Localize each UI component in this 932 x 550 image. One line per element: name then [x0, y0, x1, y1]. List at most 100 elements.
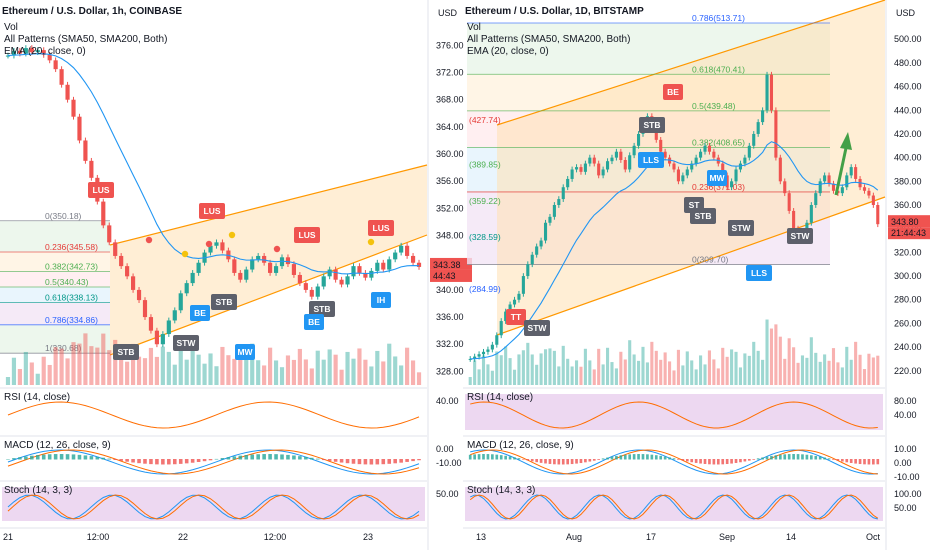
pattern-badge[interactable]: MW [707, 170, 727, 186]
pattern-badge[interactable]: STB [211, 294, 237, 310]
candle-body [351, 266, 356, 277]
price-tick: 440.00 [894, 105, 922, 115]
macd-histogram-bar [792, 454, 795, 460]
volume-bar [11, 357, 17, 385]
pattern-badge[interactable]: STW [787, 228, 813, 244]
volume-bar [83, 333, 88, 385]
macd-histogram-bar [761, 457, 764, 460]
candle-body [481, 351, 486, 355]
pattern-badge[interactable]: MW [235, 344, 255, 360]
pattern-badge[interactable]: LUS [88, 182, 114, 198]
volume-bar [130, 343, 136, 385]
price-tick: 372.00 [436, 68, 464, 78]
badge-label: STW [528, 323, 548, 333]
volume-bar [256, 360, 261, 385]
pattern-badge[interactable]: LUS [199, 203, 225, 219]
candle-body [845, 175, 849, 188]
volume-bar [154, 356, 159, 385]
macd-histogram-bar [699, 459, 702, 464]
candle-body [303, 283, 308, 290]
macd-histogram-bar [310, 457, 314, 460]
pattern-badge[interactable]: LUS [294, 227, 320, 243]
candle-body [119, 255, 124, 267]
volume-bar [351, 358, 356, 385]
pattern-badge[interactable]: BE [190, 305, 210, 321]
pattern-badge[interactable]: STW [524, 320, 550, 336]
volume-bar [716, 368, 720, 385]
macd-histogram-bar [262, 454, 266, 460]
price-tick: 340.00 [436, 285, 464, 295]
macd-histogram-bar [774, 455, 778, 460]
volume-bar [787, 338, 791, 385]
volume-bar [668, 361, 672, 385]
volume-bar [160, 346, 165, 385]
pattern-badge[interactable]: LLS [638, 152, 664, 168]
candle-body [291, 264, 297, 275]
pattern-badge[interactable]: LUS [368, 220, 394, 236]
volume-bar [315, 350, 320, 385]
candle-body [654, 128, 658, 140]
volume-bar [526, 342, 530, 385]
pattern-badge[interactable]: STW [728, 220, 754, 236]
badge-bg [506, 309, 526, 325]
candle-body [725, 175, 729, 188]
candle-body [142, 300, 148, 318]
candle-body [876, 205, 880, 225]
macd-histogram-bar [597, 459, 601, 460]
volume-bar [339, 369, 344, 385]
channel-lower-line [496, 196, 886, 336]
pattern-badge[interactable]: BE [304, 314, 324, 330]
candle-body [220, 242, 225, 251]
candle-body [792, 210, 796, 229]
macd-histogram-bar [65, 454, 70, 460]
candle-body [566, 178, 570, 188]
volume-bar [849, 359, 853, 385]
candle-body [734, 169, 738, 182]
volume-bar [405, 347, 410, 385]
volume-bar [694, 369, 698, 385]
chart-panel-1[interactable]: 0(350.18) 0.236(345.58) 0.382(342.73) 0.5(3… [0, 0, 472, 550]
volume-bar [601, 364, 605, 385]
candle-body [154, 330, 159, 345]
macd-histogram-bar [823, 457, 826, 460]
macd-histogram-bar [841, 459, 844, 462]
candle-body [663, 151, 667, 158]
volume-bar [508, 358, 512, 385]
indicator-tick: 50.00 [894, 503, 917, 513]
candle-body [738, 163, 743, 170]
price-tick: 336.00 [436, 312, 464, 322]
indicator-line [7, 449, 420, 475]
chart-panel-2[interactable]: 0.786(513.71) 0.618(470.41) 0.5(439.48) 0.3… [463, 0, 930, 550]
volume-bar [23, 351, 28, 385]
macd-histogram-bar [628, 454, 632, 460]
volume-bar [579, 366, 583, 385]
pattern-badge[interactable]: STB [639, 117, 665, 133]
candle-body [769, 74, 774, 111]
pattern-badge[interactable]: BE [663, 84, 683, 100]
macd-histogram-bar [818, 456, 822, 460]
pane-band [465, 394, 883, 430]
macd-histogram-bar [832, 459, 835, 460]
pattern-badge[interactable]: STW [173, 335, 199, 351]
pattern-badge[interactable]: IH [371, 292, 391, 308]
pattern-badge[interactable]: STB [690, 208, 716, 224]
indicator-line [470, 494, 878, 520]
side-level-label: (284.99) [469, 284, 501, 294]
pattern-badge[interactable]: STB [113, 344, 139, 360]
pattern-dot [228, 231, 236, 239]
candle-body [166, 320, 171, 335]
candle-body [59, 69, 64, 85]
pattern-badge[interactable]: STB [309, 301, 335, 317]
candle-body [244, 269, 249, 280]
macd-histogram-bar [606, 457, 609, 460]
candle-body [743, 157, 747, 164]
time-tick: Sep [719, 532, 735, 542]
candle-body [256, 255, 261, 260]
pattern-badge[interactable]: TT [506, 309, 526, 325]
volume-bar [637, 360, 641, 385]
volume-bar [226, 355, 231, 385]
macd-histogram-bar [167, 459, 171, 465]
volume-bar [473, 360, 477, 385]
pattern-badge[interactable]: LLS [746, 265, 772, 281]
